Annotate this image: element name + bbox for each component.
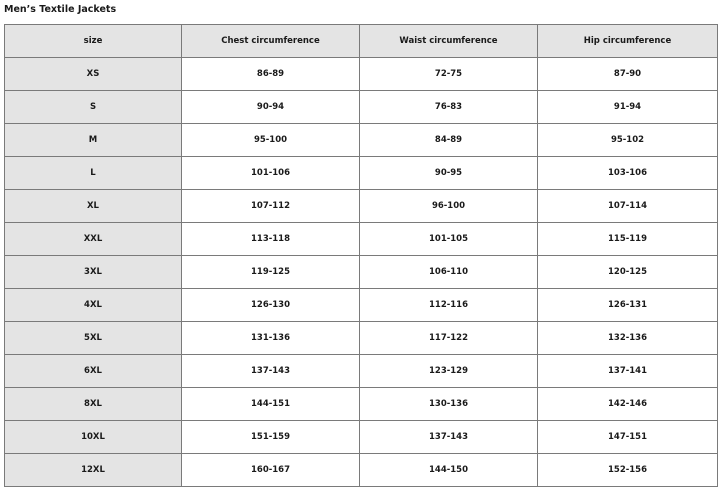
- table-row: 4XL 126-130 112-116 126-131: [4, 288, 718, 322]
- waist-cell: 101-105: [359, 222, 538, 256]
- hip-cell: 87-90: [537, 57, 718, 91]
- waist-cell: 72-75: [359, 57, 538, 91]
- hip-cell: 107-114: [537, 189, 718, 223]
- hip-cell: 103-106: [537, 156, 718, 190]
- chest-cell: 107-112: [181, 189, 360, 223]
- size-cell: XS: [4, 57, 182, 91]
- table-row: 8XL 144-151 130-136 142-146: [4, 387, 718, 421]
- chest-cell: 86-89: [181, 57, 360, 91]
- hip-cell: 132-136: [537, 321, 718, 355]
- table-row: L 101-106 90-95 103-106: [4, 156, 718, 190]
- hip-cell: 95-102: [537, 123, 718, 157]
- waist-cell: 130-136: [359, 387, 538, 421]
- size-cell: L: [4, 156, 182, 190]
- waist-cell: 76-83: [359, 90, 538, 124]
- size-cell: 4XL: [4, 288, 182, 322]
- waist-cell: 112-116: [359, 288, 538, 322]
- header-waist: Waist circumference: [359, 24, 538, 58]
- size-cell: 12XL: [4, 453, 182, 487]
- header-hip: Hip circumference: [537, 24, 718, 58]
- chest-cell: 95-100: [181, 123, 360, 157]
- table-row: 6XL 137-143 123-129 137-141: [4, 354, 718, 388]
- size-cell: S: [4, 90, 182, 124]
- chest-cell: 131-136: [181, 321, 360, 355]
- hip-cell: 126-131: [537, 288, 718, 322]
- hip-cell: 115-119: [537, 222, 718, 256]
- waist-cell: 117-122: [359, 321, 538, 355]
- table-row: 10XL 151-159 137-143 147-151: [4, 420, 718, 454]
- chest-cell: 151-159: [181, 420, 360, 454]
- size-cell: XXL: [4, 222, 182, 256]
- size-cell: 5XL: [4, 321, 182, 355]
- header-row: size Chest circumference Waist circumfer…: [4, 24, 718, 58]
- hip-cell: 152-156: [537, 453, 718, 487]
- size-cell: XL: [4, 189, 182, 223]
- table-row: S 90-94 76-83 91-94: [4, 90, 718, 124]
- hip-cell: 91-94: [537, 90, 718, 124]
- table-row: 3XL 119-125 106-110 120-125: [4, 255, 718, 289]
- page-title: Men’s Textile Jackets: [4, 4, 117, 15]
- waist-cell: 123-129: [359, 354, 538, 388]
- waist-cell: 137-143: [359, 420, 538, 454]
- size-cell: 6XL: [4, 354, 182, 388]
- hip-cell: 120-125: [537, 255, 718, 289]
- header-chest: Chest circumference: [181, 24, 360, 58]
- chest-cell: 144-151: [181, 387, 360, 421]
- table-row: XXL 113-118 101-105 115-119: [4, 222, 718, 256]
- table-row: XS 86-89 72-75 87-90: [4, 57, 718, 91]
- hip-cell: 142-146: [537, 387, 718, 421]
- chest-cell: 126-130: [181, 288, 360, 322]
- size-cell: 3XL: [4, 255, 182, 289]
- size-cell: M: [4, 123, 182, 157]
- size-cell: 8XL: [4, 387, 182, 421]
- table-row: 5XL 131-136 117-122 132-136: [4, 321, 718, 355]
- waist-cell: 84-89: [359, 123, 538, 157]
- size-cell: 10XL: [4, 420, 182, 454]
- chest-cell: 119-125: [181, 255, 360, 289]
- hip-cell: 137-141: [537, 354, 718, 388]
- header-size: size: [4, 24, 182, 58]
- table-row: 12XL 160-167 144-150 152-156: [4, 453, 718, 487]
- chest-cell: 137-143: [181, 354, 360, 388]
- waist-cell: 90-95: [359, 156, 538, 190]
- waist-cell: 144-150: [359, 453, 538, 487]
- chest-cell: 101-106: [181, 156, 360, 190]
- waist-cell: 96-100: [359, 189, 538, 223]
- chest-cell: 90-94: [181, 90, 360, 124]
- waist-cell: 106-110: [359, 255, 538, 289]
- table-row: XL 107-112 96-100 107-114: [4, 189, 718, 223]
- chest-cell: 160-167: [181, 453, 360, 487]
- hip-cell: 147-151: [537, 420, 718, 454]
- size-chart-table: size Chest circumference Waist circumfer…: [4, 24, 718, 487]
- chest-cell: 113-118: [181, 222, 360, 256]
- table-row: M 95-100 84-89 95-102: [4, 123, 718, 157]
